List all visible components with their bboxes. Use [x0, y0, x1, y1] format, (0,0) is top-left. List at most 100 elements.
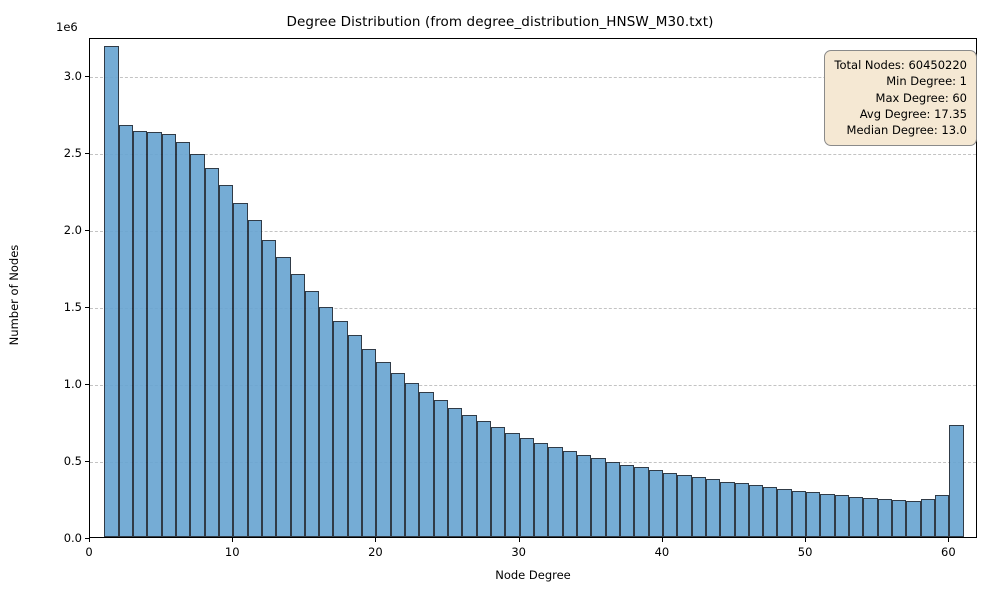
- bar: [132, 131, 148, 537]
- x-axis-label: Node Degree: [495, 568, 571, 582]
- x-axis-tick-label: 60: [941, 545, 956, 559]
- bar: [304, 290, 320, 537]
- x-axis-tick-label: 20: [368, 545, 383, 559]
- y-axis-tick-label: 2.0: [63, 223, 82, 238]
- y-axis-tick-mark: [85, 76, 89, 78]
- chart-title: Degree Distribution (from degree_distrib…: [286, 14, 714, 30]
- y-axis-tick-mark: [85, 461, 89, 463]
- y-axis-tick-labels: 0.0 0.5 1.0 1.5 2.0 2.5 3.0: [30, 38, 82, 545]
- bar: [419, 392, 434, 537]
- bar: [806, 492, 821, 537]
- x-axis-tick-label: 40: [654, 545, 670, 559]
- bar: [677, 475, 692, 537]
- bar: [562, 450, 577, 537]
- bar: [863, 498, 878, 537]
- y-axis-tick-label: 0.5: [63, 454, 82, 469]
- x-axis-tick-mark: [805, 538, 807, 542]
- bar: [261, 240, 277, 537]
- bar: [362, 349, 377, 537]
- bar: [877, 499, 893, 537]
- bar: [290, 274, 305, 537]
- y-axis-tick-label: 3.0: [63, 69, 82, 84]
- bar: [390, 372, 406, 537]
- bar: [405, 383, 420, 537]
- x-axis-tick-label: 50: [797, 545, 813, 559]
- stat-max-degree: Max Degree: 60: [875, 90, 967, 105]
- bar: [147, 132, 162, 537]
- bar: [276, 257, 291, 537]
- x-axis-tick-label: 10: [224, 545, 240, 559]
- y-axis-tick-mark: [85, 153, 89, 155]
- bar: [705, 479, 721, 537]
- x-axis-tick-mark: [948, 538, 950, 542]
- bar: [662, 472, 678, 537]
- bar: [691, 477, 706, 537]
- bar: [448, 407, 463, 537]
- bar: [791, 490, 807, 537]
- x-axis-tick-mark: [89, 538, 90, 542]
- y-axis-tick-marks: [0, 38, 92, 539]
- stat-median-degree: Median Degree: 13.0: [846, 123, 967, 138]
- y-axis-tick-label: 2.5: [63, 146, 82, 161]
- x-axis-tick-mark: [232, 538, 234, 542]
- y-axis-tick-label: 0.0: [63, 531, 82, 545]
- bar: [333, 320, 348, 537]
- bar: [648, 470, 663, 537]
- bar: [519, 437, 534, 537]
- bar: [591, 458, 606, 537]
- bar: [949, 424, 964, 537]
- x-axis-tick-mark: [518, 538, 520, 542]
- bar: [347, 335, 363, 537]
- y-axis-label: Number of Nodes: [7, 244, 21, 346]
- bars-layer: [90, 39, 976, 537]
- bar: [906, 501, 921, 537]
- x-axis-tick-mark: [375, 538, 377, 542]
- x-axis-tick-mark: [661, 538, 663, 542]
- bar: [204, 167, 219, 537]
- bar: [605, 461, 620, 537]
- y-axis-tick-mark: [85, 538, 89, 539]
- stat-avg-degree: Avg Degree: 17.35: [859, 106, 967, 121]
- bar: [892, 500, 907, 537]
- bar: [548, 447, 563, 537]
- x-axis-tick-marks: [89, 538, 977, 544]
- y-axis-tick-mark: [85, 384, 89, 386]
- bar: [849, 496, 864, 537]
- bar: [720, 481, 735, 537]
- bar: [534, 442, 549, 537]
- y-axis-exponent-label: 1e6: [56, 20, 78, 34]
- y-axis-tick-mark: [85, 307, 89, 309]
- stat-total-nodes: Total Nodes: 60450220: [834, 58, 967, 72]
- bar: [218, 185, 234, 537]
- bar: [247, 220, 262, 537]
- bar: [433, 400, 449, 537]
- bar: [462, 414, 477, 537]
- bar: [748, 485, 764, 537]
- x-axis-tick-label: 30: [511, 545, 526, 559]
- bar: [161, 134, 176, 537]
- bar: [175, 141, 191, 537]
- x-axis-tick-label: 0: [85, 545, 93, 559]
- bar: [920, 498, 936, 537]
- bar: [634, 467, 649, 537]
- bar: [734, 483, 749, 537]
- bar: [935, 494, 950, 537]
- stat-min-degree: Min Degree: 1: [886, 74, 967, 89]
- y-axis-tick-label: 1.0: [63, 377, 82, 392]
- bar: [319, 307, 334, 537]
- bar: [619, 464, 635, 537]
- bar: [190, 153, 205, 537]
- bar: [491, 427, 506, 537]
- bar: [233, 202, 248, 537]
- y-axis-tick-label: 1.5: [63, 300, 82, 315]
- bar: [834, 495, 850, 537]
- bar: [820, 493, 835, 537]
- y-axis-tick-mark: [85, 230, 89, 232]
- bar: [118, 124, 133, 537]
- bar: [476, 421, 492, 537]
- bar: [505, 432, 520, 537]
- bar: [376, 361, 391, 537]
- stats-legend-box: Total Nodes: 60450220 Min Degree: 1 Max …: [824, 50, 977, 146]
- bar: [763, 487, 778, 537]
